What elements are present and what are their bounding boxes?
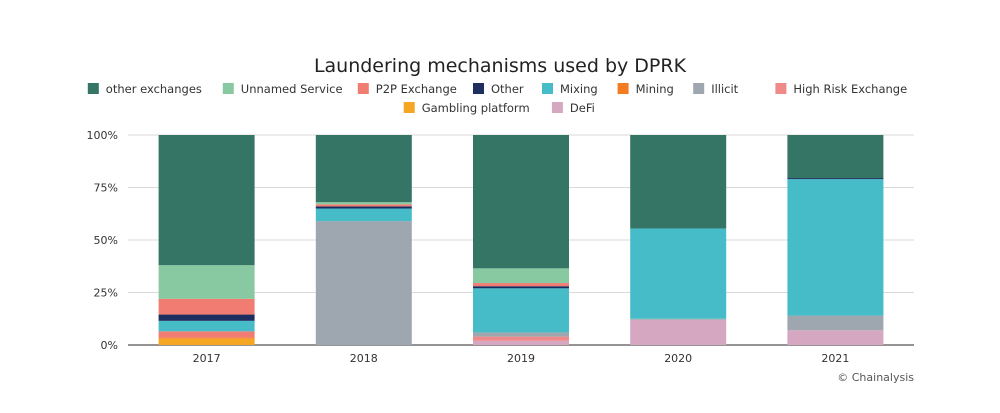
x-axis: 2017 2018 2019 2020 2021	[193, 352, 850, 365]
x-tick-label: 2021	[821, 352, 849, 365]
legend-label: Mining	[636, 82, 674, 96]
legend: other exchanges Unnamed Service P2P Exchan…	[87, 82, 907, 115]
y-tick-label: 50%	[94, 234, 118, 247]
bar-segment-other-2018	[315, 206, 412, 209]
legend-label: Other	[491, 82, 524, 96]
bar-segment-other-exchanges-2021	[787, 135, 884, 179]
bar-segment-unnamed-service-2017	[158, 265, 255, 299]
bar-segment-mixing-2021	[787, 179, 884, 316]
bar-segment-defi-2019	[473, 340, 569, 345]
bar-segment-unnamed-service-2018	[315, 202, 412, 205]
legend-swatch	[87, 83, 99, 94]
chart-title: Laundering mechanisms used by DPRK	[314, 55, 687, 77]
y-tick-label: 100%	[87, 129, 118, 142]
bar-segment-mixing-2018	[315, 208, 412, 222]
bars	[158, 135, 884, 345]
legend-item-illicit: Illicit	[693, 82, 739, 96]
bar-segment-other-2021	[787, 178, 884, 180]
legend-item-high-risk-exchange: High Risk Exchange	[775, 82, 907, 96]
bar-segment-p2p-exchange-2018	[315, 204, 412, 207]
x-tick-label: 2017	[193, 352, 221, 365]
y-tick-label: 25%	[94, 287, 118, 300]
bar-segment-other-2017	[158, 314, 255, 321]
legend-label: DeFi	[570, 101, 595, 115]
legend-swatch	[693, 83, 705, 94]
legend-item-p2p-exchange: P2P Exchange	[357, 82, 457, 96]
bar-segment-other-exchanges-2020	[630, 135, 727, 229]
y-tick-label: 0%	[101, 339, 118, 352]
bar-segment-p2p-exchange-2017	[158, 298, 255, 315]
bar-segment-mixing-2017	[158, 320, 255, 332]
legend-swatch	[403, 102, 415, 113]
legend-label: other exchanges	[106, 82, 202, 96]
legend-swatch	[775, 83, 787, 94]
legend-item-gambling-platform: Gambling platform	[403, 101, 530, 115]
legend-label: Mixing	[560, 82, 598, 96]
bar-segment-illicit-2019	[473, 332, 569, 337]
bar-segment-illicit-2021	[787, 315, 884, 331]
y-axis: 0% 25% 50% 75% 100%	[87, 129, 118, 352]
bar-segment-p2p-exchange-2017	[158, 331, 255, 338]
bar-segment-unnamed-service-2019	[473, 268, 569, 284]
bar-segment-other-exchanges-2018	[315, 135, 412, 203]
bar-segment-high-risk-exchange-2019	[473, 336, 569, 341]
bar-segment-mining-2017	[158, 337, 255, 339]
legend-item-other: Other	[473, 82, 524, 96]
bar-segment-other-exchanges-2017	[158, 135, 255, 266]
bar-segment-illicit-2018	[315, 221, 412, 345]
bar-segment-defi-2021	[787, 330, 884, 345]
legend-item-other-exchanges: other exchanges	[87, 82, 202, 96]
legend-swatch	[222, 83, 234, 94]
bar-segment-defi-2020	[630, 319, 727, 345]
bar-segment-other-2019	[473, 286, 569, 289]
legend-swatch	[357, 83, 369, 94]
bar-segment-gambling-platform-2017	[158, 338, 255, 345]
bar-segment-other-exchanges-2019	[473, 135, 569, 269]
legend-swatch	[473, 83, 484, 94]
bar-segment-illicit-2020	[630, 318, 727, 320]
bar-segment-mixing-2020	[630, 228, 727, 319]
source-credit: © Chainalysis	[837, 371, 914, 384]
legend-item-mixing: Mixing	[542, 82, 598, 96]
legend-item-unnamed-service: Unnamed Service	[222, 82, 343, 96]
legend-item-defi: DeFi	[551, 101, 595, 115]
x-tick-label: 2018	[350, 352, 378, 365]
legend-swatch	[551, 102, 563, 113]
legend-swatch	[617, 83, 629, 94]
legend-label: High Risk Exchange	[793, 82, 907, 96]
legend-item-mining: Mining	[617, 82, 674, 96]
x-tick-label: 2020	[664, 352, 692, 365]
y-tick-label: 75%	[94, 182, 118, 195]
legend-label: Gambling platform	[422, 101, 530, 115]
x-tick-label: 2019	[507, 352, 535, 365]
legend-label: Illicit	[711, 82, 738, 96]
legend-label: P2P Exchange	[376, 82, 457, 96]
bar-segment-mixing-2019	[473, 288, 569, 333]
legend-swatch	[542, 83, 553, 94]
legend-label: Unnamed Service	[241, 82, 343, 96]
bar-segment-p2p-exchange-2019	[473, 283, 569, 287]
